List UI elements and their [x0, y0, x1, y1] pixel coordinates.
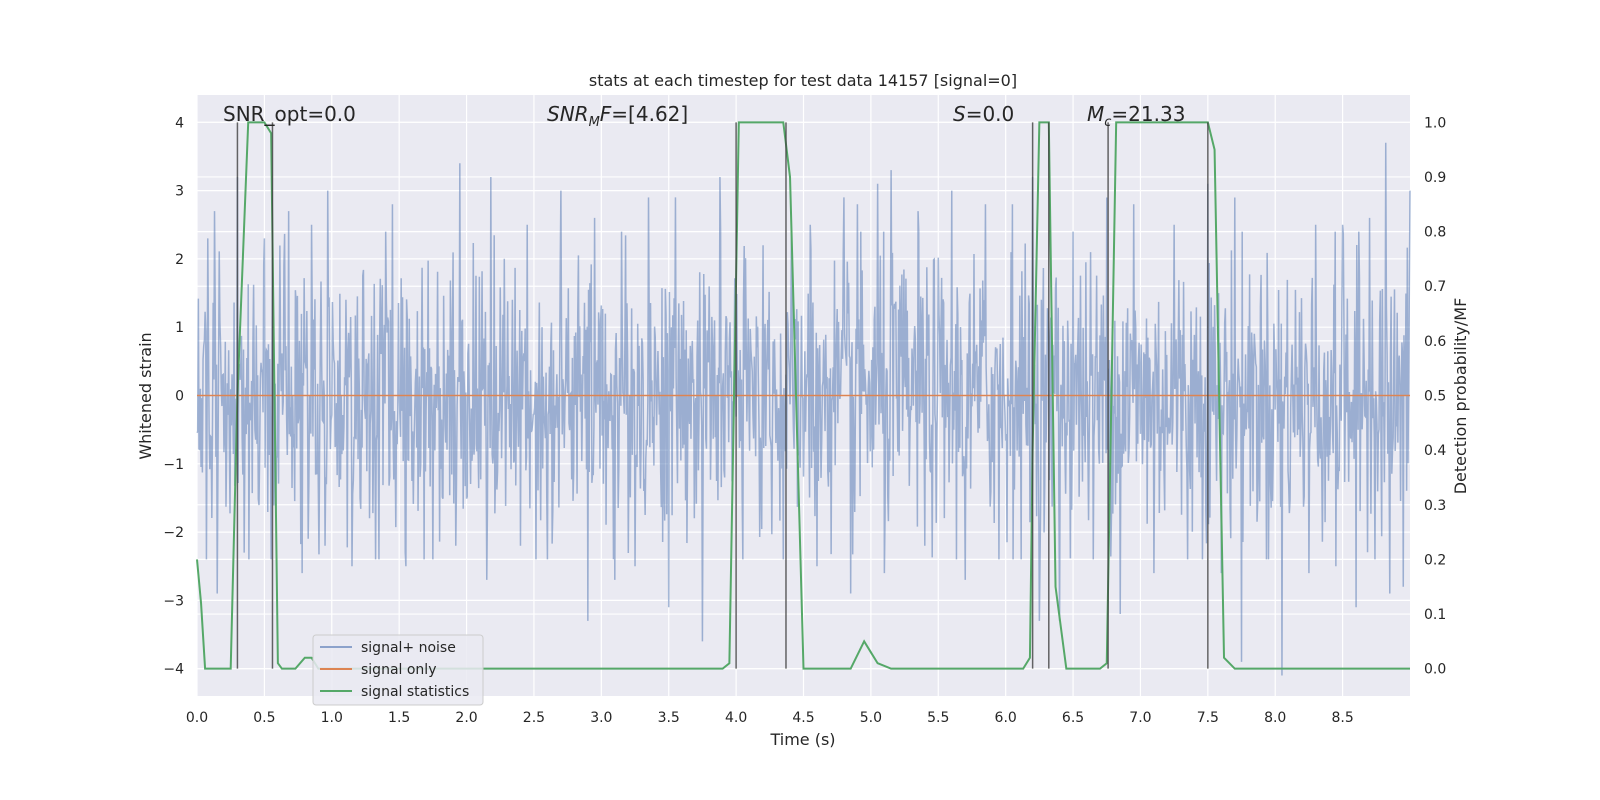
x-tick-label: 5.5 — [927, 710, 949, 726]
legend-label-signal-noise: signal+ noise — [361, 640, 456, 656]
annotation-part: S — [953, 102, 966, 126]
annotation-part: M — [1087, 102, 1104, 126]
y2-tick-label: 0.4 — [1424, 443, 1446, 459]
x-tick-label: 7.5 — [1197, 710, 1219, 726]
x-axis-ticks: 0.0 0.5 1.0 1.5 2.0 2.5 3.0 3.5 4.0 4.5 5.0 5.5 6.0 6… — [186, 710, 1354, 726]
annotation-snr-opt: SNR_opt=0.0 — [223, 102, 356, 126]
y2-tick-label: 0.7 — [1424, 279, 1446, 295]
legend-label-signal-only: signal only — [361, 662, 436, 678]
x-tick-label: 6.5 — [1062, 710, 1084, 726]
annotation-snr-mf: SNRMF=[4.62] — [547, 102, 688, 130]
x-tick-label: 4.0 — [725, 710, 747, 726]
x-tick-label: 6.0 — [995, 710, 1017, 726]
y-tick-label: −3 — [163, 593, 184, 609]
x-tick-label: 1.0 — [321, 710, 343, 726]
annotations: SNR_opt=0.0 SNRMF=[4.62] S=0.0 Mc=21.33 — [223, 102, 1185, 130]
annotation-chirp-mass: Mc=21.33 — [1087, 102, 1185, 130]
x-tick-label: 4.5 — [792, 710, 814, 726]
y-tick-label: 1 — [175, 320, 184, 336]
x-tick-label: 2.5 — [523, 710, 545, 726]
annotation-part: SNR_opt=0.0 — [223, 102, 356, 126]
y-tick-label: 0 — [175, 389, 184, 405]
x-tick-label: 2.0 — [455, 710, 477, 726]
y2-tick-label: 0.8 — [1424, 225, 1446, 241]
annotation-s-stat: S=0.0 — [953, 102, 1014, 126]
y-axis-label: Whitened strain — [136, 332, 155, 459]
y-axis-ticks: −4 −3 −2 −1 0 1 2 3 4 — [163, 115, 184, 677]
annotation-part: SNR — [547, 102, 589, 126]
legend: signal+ noise signal only signal statist… — [312, 634, 484, 706]
x-axis-label: Time (s) — [769, 730, 835, 749]
y-tick-label: 3 — [175, 184, 184, 200]
y2-tick-label: 1.0 — [1424, 115, 1446, 131]
y-tick-label: 2 — [175, 252, 184, 268]
y2-tick-label: 0.9 — [1424, 170, 1446, 186]
y2-tick-label: 0.6 — [1424, 334, 1446, 350]
chart-title: stats at each timestep for test data 141… — [589, 71, 1017, 90]
y-tick-label: 4 — [175, 115, 184, 131]
series-signal-statistics — [196, 121, 1410, 670]
y2-tick-label: 0.0 — [1424, 662, 1446, 678]
x-tick-label: 0.5 — [253, 710, 275, 726]
annotation-part: F — [600, 102, 612, 126]
legend-box — [312, 634, 484, 706]
y-tick-label: −4 — [163, 662, 184, 678]
y2-tick-label: 0.5 — [1424, 389, 1446, 405]
annotation-part: c — [1104, 115, 1111, 130]
x-tick-label: 3.0 — [590, 710, 612, 726]
y-tick-label: −2 — [163, 525, 184, 541]
annotation-part: =0.0 — [966, 102, 1015, 126]
x-tick-label: 0.0 — [186, 710, 208, 726]
y2-tick-label: 0.2 — [1424, 552, 1446, 568]
y2-tick-label: 0.1 — [1424, 607, 1446, 623]
annotation-part: =[4.62] — [611, 102, 688, 126]
x-tick-label: 5.0 — [860, 710, 882, 726]
x-tick-label: 8.5 — [1331, 710, 1353, 726]
legend-label-signal-statistics: signal statistics — [361, 684, 469, 700]
y2-tick-label: 0.3 — [1424, 498, 1446, 514]
y2-axis-ticks: 0.0 0.1 0.2 0.3 0.4 0.5 0.6 0.7 0.8 0.9 1.0 — [1424, 115, 1446, 677]
x-tick-label: 7.0 — [1129, 710, 1151, 726]
annotation-part: =21.33 — [1111, 102, 1185, 126]
x-tick-label: 1.5 — [388, 710, 410, 726]
x-tick-label: 3.5 — [658, 710, 680, 726]
y-tick-label: −1 — [163, 457, 184, 473]
vertical-markers — [236, 122, 1209, 669]
x-tick-label: 8.0 — [1264, 710, 1286, 726]
annotation-part: M — [589, 115, 600, 130]
y2-axis-label: Detection probability/MF — [1451, 298, 1470, 495]
